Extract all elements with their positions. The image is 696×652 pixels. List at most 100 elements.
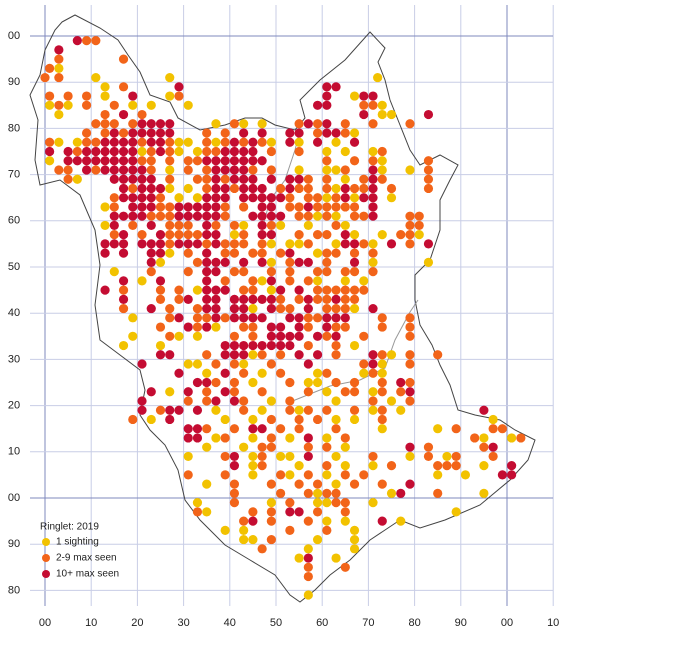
record-dot <box>248 137 258 147</box>
record-dot <box>202 313 212 323</box>
record-dot <box>165 137 175 147</box>
record-dot <box>202 128 212 138</box>
record-dot <box>192 174 203 184</box>
record-dot <box>220 433 230 443</box>
record-dot <box>183 156 193 166</box>
record-dot <box>229 451 240 462</box>
record-dot <box>146 174 156 184</box>
record-dot <box>202 156 212 166</box>
x-label: 80 <box>408 617 420 629</box>
record-dot <box>202 257 212 267</box>
record-dot <box>312 211 323 221</box>
record-dot <box>229 340 240 351</box>
record-dot <box>155 350 166 360</box>
record-dot <box>349 211 360 221</box>
record-dot <box>368 461 378 471</box>
record-dot <box>303 303 313 314</box>
record-dot <box>137 165 147 175</box>
record-dot <box>40 72 50 83</box>
record-dot <box>248 248 258 258</box>
record-dot <box>91 165 101 175</box>
record-dot <box>377 387 387 397</box>
record-dot <box>211 239 221 249</box>
record-dot <box>239 137 249 147</box>
record-dot <box>155 119 166 129</box>
record-dot <box>128 220 138 231</box>
record-dot <box>377 350 387 360</box>
record-dot <box>211 230 221 240</box>
record-dot <box>340 461 350 471</box>
record-dot <box>257 183 267 194</box>
record-dot <box>220 350 230 360</box>
record-dot <box>239 193 249 203</box>
record-dot <box>322 303 332 314</box>
record-dot <box>322 461 332 471</box>
record-dot <box>192 424 203 434</box>
record-dot <box>192 303 203 314</box>
record-dot <box>128 183 138 194</box>
record-dot <box>165 405 175 415</box>
record-dot <box>239 220 249 231</box>
record-dot <box>211 405 221 415</box>
record-dot <box>174 82 184 92</box>
record-dot <box>470 433 480 443</box>
record-dot <box>377 414 387 425</box>
record-dot <box>516 433 526 443</box>
record-dot <box>155 285 166 295</box>
record-dot <box>229 479 240 489</box>
record-dot <box>303 562 313 572</box>
record-dot <box>377 230 387 240</box>
record-dot <box>312 285 323 295</box>
record-dot <box>211 294 221 304</box>
record-dot <box>433 470 443 480</box>
record-dot <box>266 174 276 184</box>
record-dot <box>165 303 175 314</box>
record-dot <box>146 211 156 221</box>
record-dot <box>183 294 193 304</box>
record-dot <box>192 359 203 369</box>
record-dot <box>349 303 360 314</box>
record-dot <box>368 257 378 267</box>
record-dot <box>183 451 193 462</box>
record-dot <box>183 165 193 175</box>
record-dot <box>377 100 387 110</box>
x-label: 60 <box>316 617 328 629</box>
record-dot <box>507 433 517 443</box>
record-dot <box>137 109 147 120</box>
record-dot <box>257 424 267 434</box>
record-dot <box>100 165 110 175</box>
record-dot <box>137 174 147 184</box>
record-dot <box>285 193 295 203</box>
record-dot <box>183 137 193 147</box>
record-dot <box>266 230 276 240</box>
y-label: 10 <box>8 446 20 458</box>
record-dot <box>155 230 166 240</box>
record-dot <box>423 165 434 175</box>
record-dot <box>266 146 276 157</box>
record-dot <box>433 424 443 434</box>
record-dot <box>248 193 258 203</box>
record-dot <box>109 165 119 175</box>
record-dot <box>266 193 276 203</box>
record-dot <box>54 72 64 83</box>
record-dot <box>229 377 240 388</box>
record-dot <box>377 313 387 323</box>
record-dot <box>229 387 240 397</box>
record-dot <box>146 257 156 267</box>
record-dot <box>303 220 313 231</box>
record-dot <box>220 470 230 480</box>
record-dot <box>312 119 323 129</box>
record-dot <box>229 488 240 498</box>
record-dot <box>72 146 82 157</box>
record-dot <box>192 331 203 341</box>
record-dot <box>118 165 129 175</box>
record-dot <box>192 433 203 443</box>
record-dot <box>72 137 82 147</box>
record-dot <box>192 498 203 508</box>
record-dot <box>192 322 203 332</box>
record-dot <box>377 424 387 434</box>
record-dot <box>303 377 313 388</box>
record-dot <box>368 387 378 397</box>
record-dot <box>322 405 332 415</box>
record-dot <box>45 100 55 110</box>
